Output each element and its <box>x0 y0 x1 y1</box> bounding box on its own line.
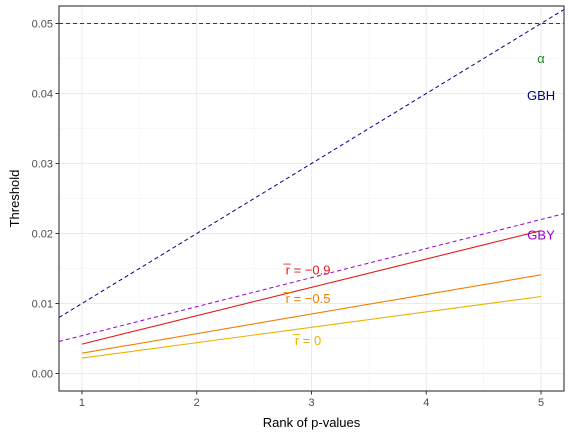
y-tick-label: 0.03 <box>32 159 53 171</box>
x-axis: 1 2 3 4 5 <box>79 391 544 409</box>
annotations: α GBH GBY r̅ = −0.9 r̅ = −0.5 r̅ = 0 <box>283 51 555 348</box>
annotation-gby: GBY <box>527 227 555 242</box>
ref-line-gbh <box>58 9 565 318</box>
y-tick-label: 0.00 <box>32 369 53 381</box>
reference-lines <box>58 9 565 342</box>
x-tick-label: 3 <box>308 397 314 409</box>
series-line-r09 <box>81 230 542 345</box>
y-tick-label: 0.01 <box>32 299 53 311</box>
y-tick-label: 0.04 <box>32 89 53 101</box>
annotation-gbh: GBH <box>527 88 555 103</box>
annotation-alpha: α <box>537 51 545 66</box>
y-tick-label: 0.05 <box>32 19 53 31</box>
series-line-r05 <box>81 274 542 354</box>
annotation-r0: r̅ = 0 <box>292 333 321 348</box>
y-axis: 0.00 0.01 0.02 0.03 0.04 0.05 <box>32 19 59 381</box>
annotation-r05: r̅ = −0.5 <box>283 291 330 306</box>
ref-line-gby <box>58 213 565 342</box>
y-axis-title: Threshold <box>7 170 22 228</box>
series-lines <box>81 230 542 359</box>
x-tick-label: 5 <box>538 397 544 409</box>
x-tick-label: 4 <box>423 397 429 409</box>
x-tick-label: 2 <box>194 397 200 409</box>
annotation-r09: r̅ = −0.9 <box>283 262 330 277</box>
x-tick-label: 1 <box>79 397 85 409</box>
series-line-r0 <box>81 295 542 359</box>
y-tick-label: 0.02 <box>32 229 53 241</box>
x-axis-title: Rank of p-values <box>263 415 361 430</box>
